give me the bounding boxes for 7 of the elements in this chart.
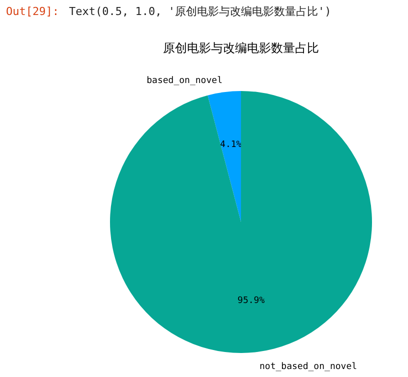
annotation: Out[29]: [6, 5, 59, 18]
slice-label: based_on_novel [146, 76, 222, 86]
slice-label: not_based_on_novel [260, 362, 358, 372]
annotation: Text(0.5, 1.0, '原创电影与改编电影数量占比') [68, 5, 332, 18]
data-label: 95.9% [238, 296, 266, 306]
chart-title: 原创电影与改编电影数量占比 [163, 41, 319, 55]
data-label: 4.1% [220, 140, 242, 150]
